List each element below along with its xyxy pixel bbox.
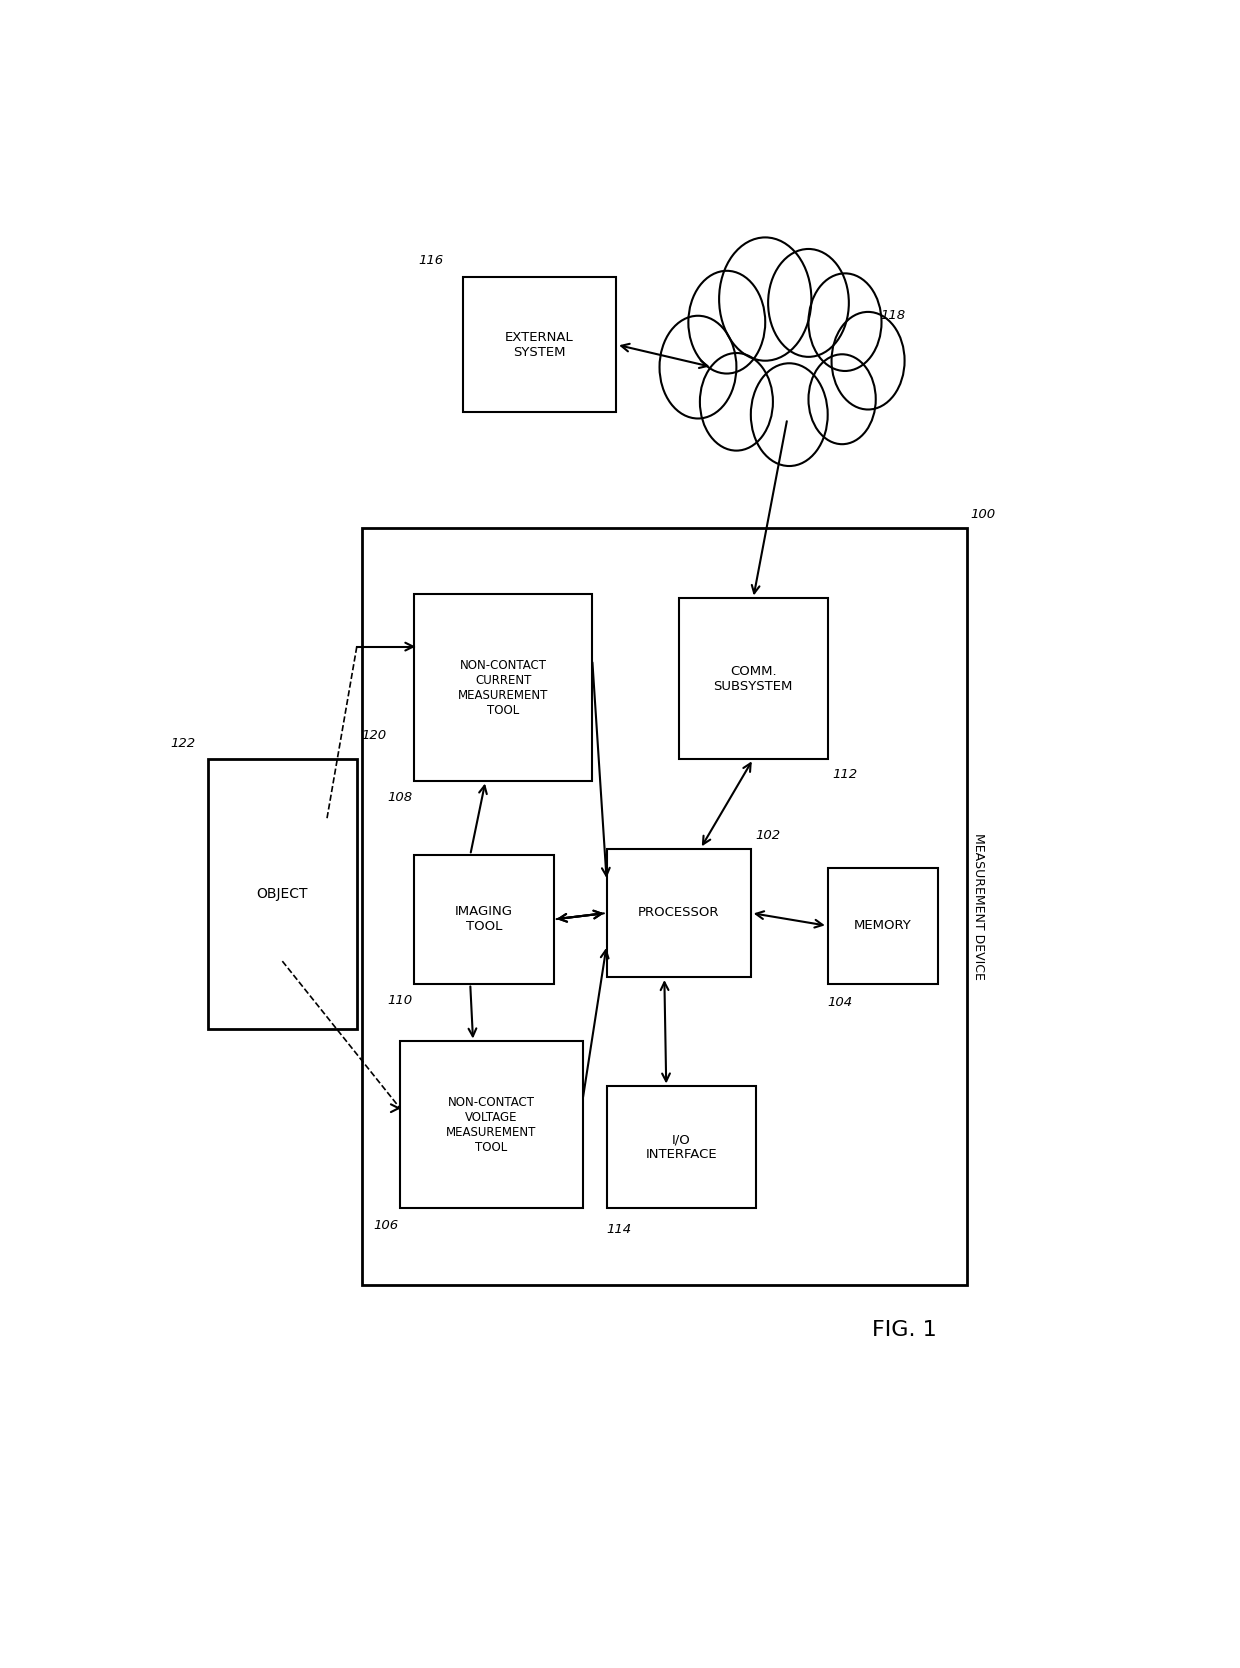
Circle shape bbox=[688, 270, 765, 374]
Text: COMM.
SUBSYSTEM: COMM. SUBSYSTEM bbox=[713, 664, 792, 692]
Text: 110: 110 bbox=[387, 994, 413, 1007]
Bar bbox=[678, 599, 828, 759]
Text: 116: 116 bbox=[418, 254, 444, 267]
Circle shape bbox=[660, 315, 737, 419]
Text: FIG. 1: FIG. 1 bbox=[872, 1321, 937, 1341]
Text: NON-CONTACT
VOLTAGE
MEASUREMENT
TOOL: NON-CONTACT VOLTAGE MEASUREMENT TOOL bbox=[446, 1096, 537, 1154]
Text: I/O
INTERFACE: I/O INTERFACE bbox=[645, 1133, 717, 1161]
Bar bbox=[463, 277, 616, 412]
Circle shape bbox=[699, 354, 773, 450]
Bar bbox=[401, 1041, 583, 1208]
Text: 120: 120 bbox=[362, 729, 387, 742]
Text: MEMORY: MEMORY bbox=[854, 919, 911, 932]
Bar bbox=[606, 1086, 755, 1208]
Bar bbox=[606, 849, 750, 977]
Text: IMAGING
TOOL: IMAGING TOOL bbox=[455, 906, 513, 934]
Text: 104: 104 bbox=[828, 996, 853, 1009]
Circle shape bbox=[808, 354, 875, 444]
Text: 100: 100 bbox=[970, 509, 994, 520]
Text: EXTERNAL
SYSTEM: EXTERNAL SYSTEM bbox=[505, 330, 574, 359]
Circle shape bbox=[808, 274, 882, 370]
Text: 112: 112 bbox=[832, 767, 858, 781]
Text: 118: 118 bbox=[880, 309, 905, 322]
Bar bbox=[208, 759, 357, 1029]
Text: MEASUREMENT DEVICE: MEASUREMENT DEVICE bbox=[972, 832, 985, 981]
Text: PROCESSOR: PROCESSOR bbox=[639, 906, 719, 919]
Text: 106: 106 bbox=[373, 1219, 398, 1231]
Bar bbox=[828, 867, 939, 984]
Circle shape bbox=[832, 312, 905, 410]
Text: 114: 114 bbox=[606, 1223, 632, 1236]
Circle shape bbox=[768, 249, 849, 357]
Text: NON-CONTACT
CURRENT
MEASUREMENT
TOOL: NON-CONTACT CURRENT MEASUREMENT TOOL bbox=[458, 659, 548, 717]
Circle shape bbox=[719, 237, 811, 360]
Text: 102: 102 bbox=[755, 829, 781, 842]
Text: 108: 108 bbox=[387, 791, 413, 804]
Text: OBJECT: OBJECT bbox=[257, 887, 308, 901]
Circle shape bbox=[750, 364, 828, 465]
Bar bbox=[414, 856, 554, 984]
Bar bbox=[362, 527, 967, 1286]
Bar bbox=[414, 594, 593, 781]
Text: 122: 122 bbox=[170, 737, 196, 751]
